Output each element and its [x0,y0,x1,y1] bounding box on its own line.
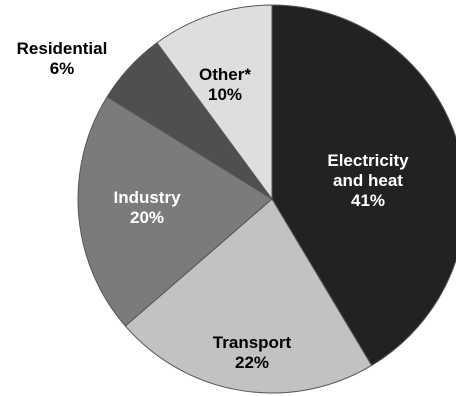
slice-name-text: Industry [113,188,181,207]
slice-value-text: 20% [130,208,164,227]
pie-slice-transport [124,198,373,394]
slice-value-text: 10% [208,85,242,104]
slice-name-text: Electricity [327,151,409,170]
slice-value-text: 22% [235,353,269,372]
slice-label-transport: Transport 22% [213,333,292,372]
pie-slices [77,4,456,394]
slice-name-text: Transport [213,333,292,352]
pie-labels: Electricity and heat 41% Transport 22% Indust… [17,39,410,372]
slice-name-text: Other* [199,65,251,84]
slice-name-text: and heat [333,171,403,190]
pie-slice-industry [77,96,273,327]
slice-name-text: Residential [17,39,108,58]
slice-value-text: 6% [50,59,75,78]
slice-label-residential: Residential 6% [17,39,108,78]
slice-value-text: 41% [351,191,385,210]
pie-slice-other [156,4,273,201]
slice-label-industry: Industry 20% [113,188,181,227]
slice-label-other: Other* 10% [199,65,251,104]
slice-label-electricity-and-heat: Electricity and heat 41% [327,151,409,210]
